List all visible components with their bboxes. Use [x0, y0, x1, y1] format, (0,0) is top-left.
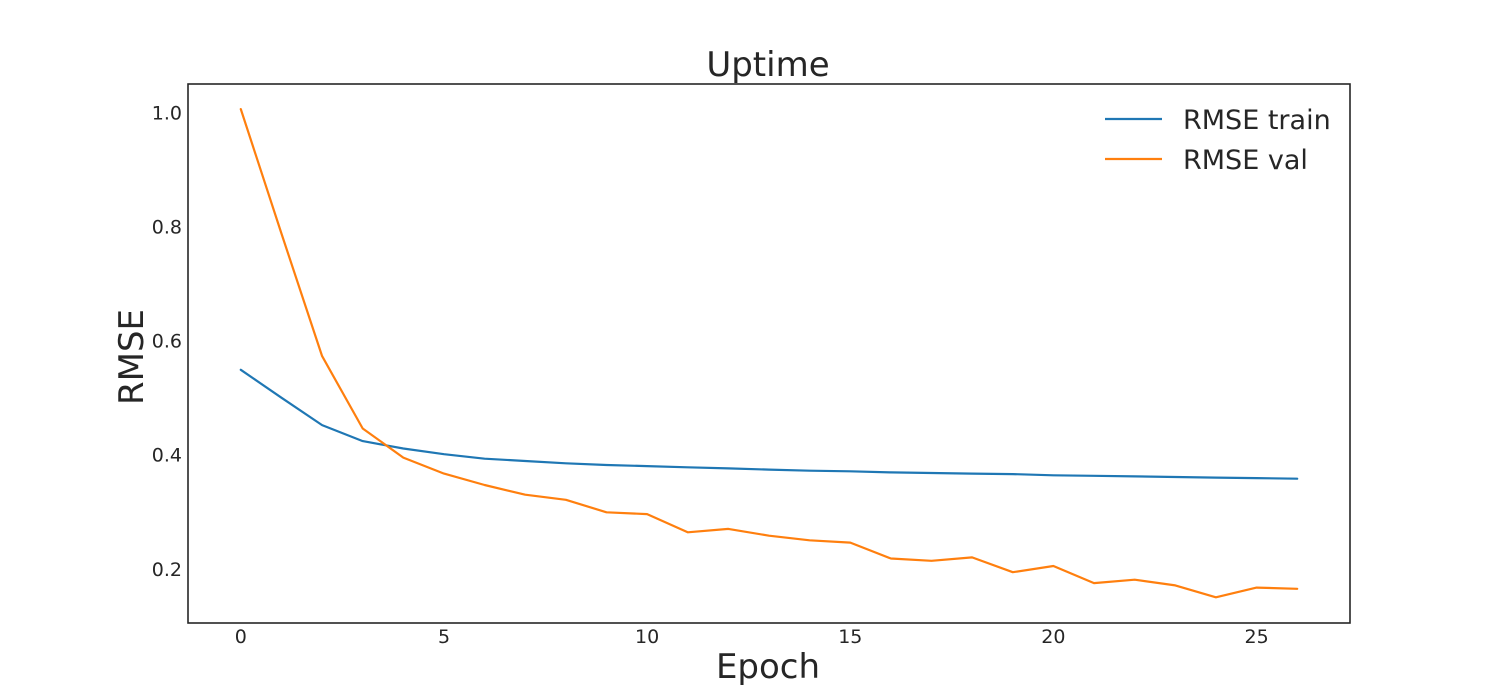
chart-title: Uptime [706, 45, 829, 85]
x-tick-label: 15 [838, 626, 862, 648]
y-tick-label: 0.4 [152, 445, 182, 467]
x-tick-label: 10 [635, 626, 659, 648]
legend-label: RMSE train [1183, 105, 1331, 136]
y-tick-label: 0.2 [152, 559, 182, 581]
y-tick-label: 0.8 [152, 217, 182, 239]
legend: RMSE train RMSE val [1105, 105, 1331, 176]
plot-frame [187, 83, 1351, 624]
y-tick-label: 0.6 [152, 331, 182, 353]
y-axis-label: RMSE [112, 309, 152, 405]
series-line-2 [239, 107, 1299, 599]
x-tick-label: 20 [1041, 626, 1065, 648]
x-axis-label: Epoch [716, 647, 820, 687]
legend-label: RMSE val [1183, 145, 1308, 176]
x-axis-ticks: 0 5 10 15 20 25 [235, 626, 1269, 648]
y-axis-ticks: 0.2 0.4 0.6 0.8 1.0 [152, 103, 182, 581]
plot-area [239, 107, 1299, 599]
x-tick-label: 0 [235, 626, 247, 648]
x-tick-label: 25 [1245, 626, 1269, 648]
series-line-1 [239, 368, 1299, 480]
x-tick-label: 5 [438, 626, 450, 648]
y-tick-label: 1.0 [152, 103, 182, 125]
